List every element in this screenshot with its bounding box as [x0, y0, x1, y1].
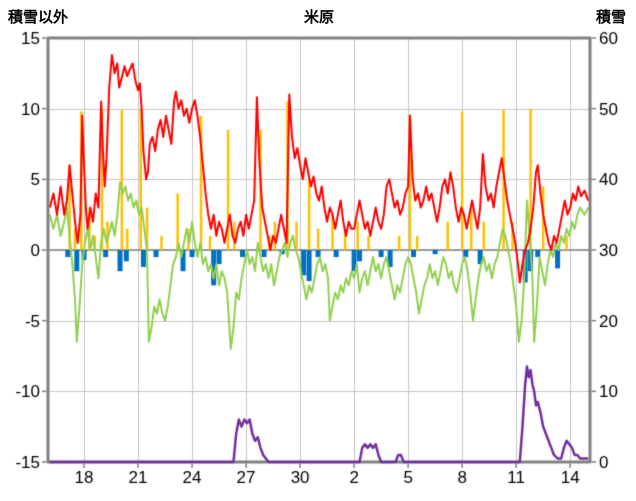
chart-title: 米原: [303, 9, 335, 26]
left-axis-title: 積雪以外: [8, 9, 69, 26]
right-axis-title: 積雪: [595, 9, 626, 26]
